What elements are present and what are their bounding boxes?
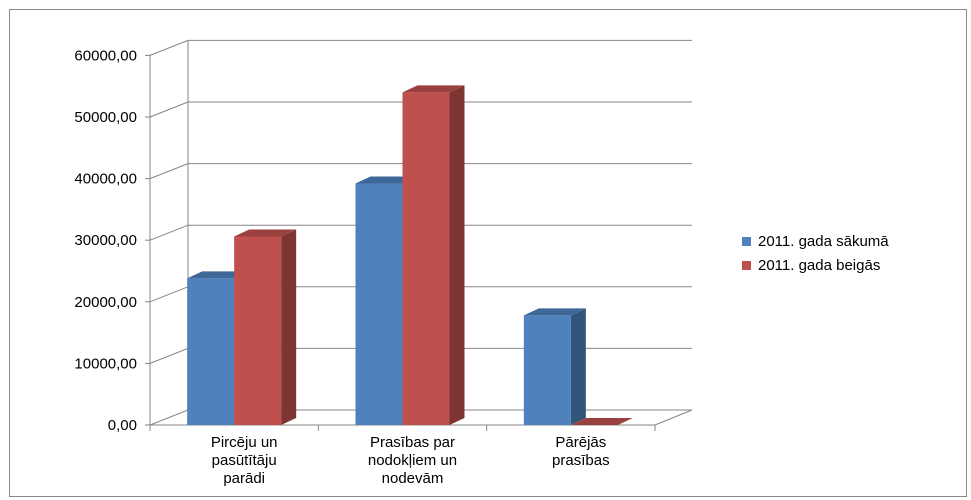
legend-label: 2011. gada beigās: [758, 257, 880, 274]
y-tick-label: 50000,00: [74, 109, 137, 126]
bar-front: [187, 278, 235, 425]
gridline-diagonal: [149, 286, 189, 303]
bar-side: [449, 85, 465, 426]
bar-top: [234, 229, 297, 237]
legend-label: 2011. gada sākumā: [758, 233, 889, 250]
gridline-diagonal: [149, 39, 189, 56]
y-axis-ticks: 0,00 10000,00 20000,00 30000,00 40000,00 5000…: [74, 47, 137, 434]
y-tick-label: 40000,00: [74, 171, 137, 188]
floor-right-edge: [654, 409, 693, 426]
bar-front: [523, 315, 571, 425]
y-tick-label: 0,00: [108, 417, 137, 434]
y-tick-label: 20000,00: [74, 294, 137, 311]
gridline-diagonal: [149, 163, 189, 180]
bar-top: [523, 308, 586, 316]
bar-0-1: [234, 229, 297, 425]
bar-side: [570, 308, 586, 425]
bar-front: [355, 183, 403, 425]
x-category-label: Pircēju un: [211, 434, 278, 451]
x-category-label: nodokļiem un: [368, 452, 457, 469]
gridline-diagonal: [149, 409, 189, 426]
bar-1-1: [402, 85, 465, 426]
x-category-label: pasūtītāju: [212, 452, 277, 469]
bar-2-1: [570, 418, 633, 425]
y-tick-label: 60000,00: [74, 47, 137, 64]
x-category-label: prasības: [552, 452, 610, 469]
gridline-diagonal: [149, 101, 189, 118]
bar-top: [355, 176, 418, 184]
bar-side: [281, 229, 297, 425]
legend: 2011. gada sākumā 2011. gada beigās: [742, 233, 889, 274]
gridline-diagonal: [149, 224, 189, 241]
bar-front: [234, 236, 282, 425]
y-tick-label: 30000,00: [74, 232, 137, 249]
legend-swatch: [742, 261, 751, 270]
x-category-label: Prasības par: [370, 434, 455, 451]
y-tick-label: 10000,00: [74, 355, 137, 372]
bars-group: [187, 85, 633, 426]
gridline-diagonal: [149, 347, 189, 364]
bar-2-0: [523, 308, 586, 425]
x-category-label: Pārējās: [555, 434, 606, 451]
bar-top: [570, 418, 633, 425]
bar-top: [402, 85, 465, 93]
legend-swatch: [742, 237, 751, 246]
x-category-label: nodevām: [382, 470, 444, 487]
bar-top: [187, 271, 250, 279]
bar-front: [402, 92, 450, 426]
x-category-label: parādi: [223, 470, 265, 487]
chart-frame: [9, 9, 967, 497]
